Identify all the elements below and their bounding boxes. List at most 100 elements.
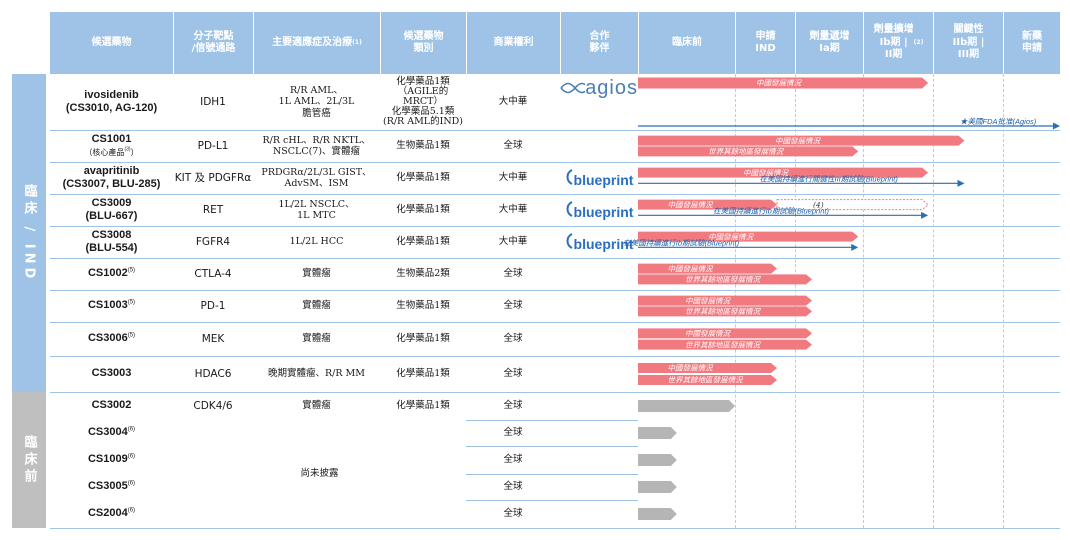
header-partner-label: 合作 夥伴	[589, 30, 610, 55]
gantt-bar-r2-1-arrow-head	[957, 179, 965, 187]
gantt-bar-r3-0	[638, 199, 777, 210]
candidate-name-cell: CS3008 (BLU-554)	[50, 226, 173, 258]
candidate-subtitle: （核心產品	[84, 148, 125, 157]
gantt-bar-r4-1-label: 在美國持續進行Ib期試驗(Blueprint)	[623, 238, 739, 247]
indication-cell: 實體瘤	[302, 300, 331, 312]
candidate-name-line: avapritinib	[84, 165, 140, 178]
candidate-name-line: CS3009	[92, 197, 132, 210]
candidate-footnote: (6)	[127, 480, 136, 487]
indication-cell: PRDGRα/2L/3L GIST、 AdvSM、ISM	[261, 166, 372, 189]
blueprint-wordmark: blueprint	[573, 204, 634, 220]
candidate-name: CS2004	[87, 507, 128, 520]
candidate-subtitle-line: (CS3010, AG-120)	[66, 102, 157, 115]
candidate-subtitle: (CS3010, AG-120)	[65, 102, 158, 114]
gantt-bar-r6-1	[638, 306, 812, 317]
candidate-name-line: CS3008	[92, 229, 132, 242]
indication-cell: 1L/2L NSCLC、 1L MTC	[278, 198, 355, 221]
gantt-bar-r11-0	[638, 454, 677, 466]
target-cell: KIT 及 PDGFRα	[174, 171, 252, 184]
candidate-name-line: CS3006(5)	[88, 332, 135, 345]
target-cell: FGFR4	[195, 235, 231, 248]
blueprint-mark-icon	[566, 233, 573, 249]
row-separator	[50, 162, 1060, 163]
candidate-name-line: CS3002	[92, 399, 132, 412]
rights-cell: 大中華	[498, 96, 528, 108]
candidate-name: CS1009	[87, 453, 128, 466]
category-cell: 化學藥品1類	[396, 368, 450, 380]
gantt-bar-r6-0	[638, 295, 812, 306]
gantt-bar-r12-0	[638, 481, 677, 493]
rights-cell: 大中華	[498, 204, 528, 216]
gantt-bar-r5-1-label: 世界其餘地區發展情況	[685, 275, 761, 284]
blueprint-wordmark: blueprint	[573, 172, 634, 188]
rights-cell: 全球	[503, 300, 523, 312]
candidate-footnote: (5)	[127, 299, 136, 306]
candidate-footnote: (6)	[127, 453, 136, 460]
blueprint-wordmark: blueprint	[573, 236, 634, 252]
gantt-bar-r8-0-label: 中國發展情況	[668, 364, 714, 373]
gantt-bar-r7-0	[638, 328, 812, 339]
gantt-bar-r13-0	[638, 508, 677, 520]
category-cell: 化學藥品1類	[396, 333, 450, 345]
group-label-preclinical: 臨床前	[12, 392, 46, 528]
header-dose_exp-label: 劑量擴增 Ib期 | II期	[873, 24, 914, 61]
group-label-clinical: 臨床 / IND	[12, 74, 46, 392]
candidate-name-line: CS1009(6)	[88, 453, 135, 466]
row-separator	[466, 446, 638, 447]
candidate-name: CS1003	[87, 299, 128, 312]
row-separator	[50, 194, 1060, 195]
row-separator	[50, 356, 1060, 357]
candidate-name: CS3002	[91, 399, 132, 412]
category-cell: 化學藥品1類 （AGILE的MRCT） 化學藥品5.1類 (R/R AML的IN…	[382, 76, 464, 127]
header-nda: 新藥 申請	[1004, 12, 1060, 74]
gantt-bar-r1-1	[638, 146, 859, 157]
gantt-bar-r0-0	[638, 77, 929, 89]
row-separator	[50, 258, 1060, 259]
partner-logo-cell: blueprint	[560, 226, 638, 258]
candidate-subtitle: (BLU-554)	[85, 242, 138, 254]
candidate-name-cell: CS1003(5)	[50, 290, 173, 322]
header-nda-label: 新藥 申請	[1022, 30, 1042, 55]
candidate-name-cell: CS1009(6)	[50, 446, 173, 474]
gantt-bar-r7-1	[638, 339, 812, 350]
agios-wave-icon	[560, 82, 586, 94]
row-separator	[50, 392, 1060, 393]
target-cell: PD-L1	[197, 139, 229, 152]
rights-cell: 全球	[503, 368, 523, 380]
row-separator	[50, 226, 1060, 227]
blueprint-logo: blueprint	[565, 201, 634, 220]
gantt-bar-r5-0-label: 中國發展情況	[668, 264, 714, 273]
candidate-name: CS3003	[91, 367, 132, 380]
gantt-bar-r6-0-label: 中國發展情況	[685, 296, 731, 305]
candidate-name-line: CS2004(6)	[88, 507, 135, 520]
candidate-name-cell: CS3004(6)	[50, 420, 173, 446]
candidate-footnote: (5)	[127, 267, 136, 274]
candidate-name-cell: CS3005(6)	[50, 474, 173, 500]
gantt-bar-r1-0	[638, 135, 965, 146]
header-rights-label: 商業權利	[493, 36, 534, 48]
candidate-name-cell: CS3003	[50, 356, 173, 392]
gantt-bar-r1-1-label: 世界其餘地區發展情況	[708, 147, 784, 156]
candidate-name: CS3008	[91, 228, 132, 241]
candidate-name: CS3004	[87, 426, 128, 439]
gantt-bar-r5-0	[638, 263, 777, 274]
gantt-bar-r8-0	[638, 363, 777, 373]
gantt-bar-r2-0	[638, 167, 929, 178]
gantt-bar-r8-1	[638, 375, 777, 385]
row-separator	[50, 130, 1060, 131]
gantt-bar-r4-0-label: 中國發展情況	[708, 232, 754, 241]
gantt-bar-r6-1-label: 世界其餘地區發展情況	[685, 307, 761, 316]
row-separator	[50, 290, 1060, 291]
gantt-bar-r7-1-label: 世界其餘地區發展情況	[685, 340, 761, 349]
rights-cell: 全球	[503, 454, 523, 466]
candidate-name-cell: CS2004(6)	[50, 500, 173, 528]
header-indication: 主要適應症及治療 (1)	[254, 12, 380, 74]
header-candidate-label: 候選藥物	[91, 36, 132, 48]
candidate-footnote: (5)	[127, 332, 136, 339]
header-dose_esc: 劑量遞增 Ia期	[796, 12, 863, 74]
indication-cell: 1L/2L HCC	[289, 236, 344, 248]
header-dose_exp: 劑量擴增 Ib期 | II期 (2)	[864, 12, 933, 74]
row-separator	[50, 322, 1060, 323]
candidate-name: CS1001	[91, 132, 132, 145]
